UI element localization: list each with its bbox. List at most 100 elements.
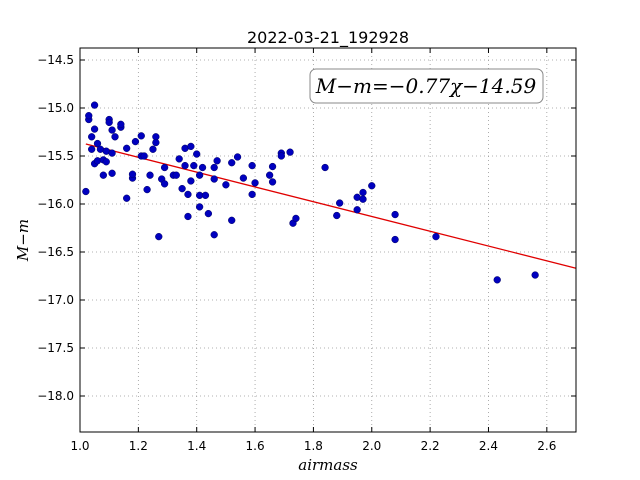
data-point xyxy=(93,139,102,148)
data-point xyxy=(108,149,116,157)
data-point xyxy=(195,203,204,211)
data-point xyxy=(277,152,285,160)
data-point xyxy=(88,133,96,141)
fit-line-group xyxy=(85,143,577,269)
data-point xyxy=(175,155,183,163)
data-point xyxy=(210,231,218,239)
data-point xyxy=(184,212,192,221)
fit-line xyxy=(85,143,577,269)
data-point xyxy=(195,171,204,179)
data-point xyxy=(248,161,256,170)
data-point xyxy=(333,211,341,220)
data-point xyxy=(391,235,399,244)
data-point xyxy=(432,232,440,241)
data-point xyxy=(82,187,90,196)
data-point xyxy=(493,276,501,284)
data-point xyxy=(204,209,213,218)
y-tick-label: −15.5 xyxy=(37,149,74,163)
y-tick-label: −17.0 xyxy=(37,293,74,307)
data-point xyxy=(251,179,259,187)
data-point xyxy=(353,206,361,214)
data-point xyxy=(228,216,236,224)
y-tick-label: −16.5 xyxy=(37,245,74,259)
data-point xyxy=(184,190,192,199)
data-point xyxy=(178,184,186,193)
data-point xyxy=(123,144,131,152)
data-point xyxy=(193,150,201,158)
data-point xyxy=(140,152,148,160)
data-point xyxy=(85,112,93,120)
data-point xyxy=(201,191,210,200)
data-point xyxy=(292,214,300,223)
data-point xyxy=(102,158,110,166)
data-point xyxy=(149,145,157,153)
data-point xyxy=(137,132,145,140)
x-tick-label: 2.4 xyxy=(479,439,498,453)
fit-equation: M−m=−0.77χ−14.59 xyxy=(315,74,537,98)
data-point xyxy=(268,162,277,171)
data-point xyxy=(239,174,248,182)
x-tick-label: 1.4 xyxy=(187,439,206,453)
data-point xyxy=(160,163,169,172)
data-point xyxy=(222,181,230,189)
data-point xyxy=(155,232,163,241)
data-point xyxy=(198,163,207,172)
data-point xyxy=(359,188,367,197)
data-point xyxy=(90,125,99,133)
data-point xyxy=(143,185,151,194)
y-tick-label: −16.0 xyxy=(37,197,74,211)
data-point xyxy=(368,182,376,190)
data-points xyxy=(82,101,539,284)
data-point xyxy=(160,180,169,188)
x-tick-label: 2.2 xyxy=(421,439,440,453)
y-axis-label: M−m xyxy=(14,219,32,262)
data-point xyxy=(123,194,131,202)
data-point xyxy=(286,148,294,156)
data-point xyxy=(105,118,113,127)
x-tick-label: 1.2 xyxy=(129,439,148,453)
data-point xyxy=(248,190,256,199)
grid xyxy=(79,48,576,432)
data-point xyxy=(213,157,221,165)
data-point xyxy=(108,169,116,177)
data-point xyxy=(336,199,344,207)
y-tick-label: −14.5 xyxy=(37,53,74,67)
data-point xyxy=(190,161,198,170)
y-tick-label: −15.0 xyxy=(37,101,74,115)
data-point xyxy=(531,271,539,279)
data-point xyxy=(90,101,99,109)
data-point xyxy=(152,138,160,147)
data-point xyxy=(321,163,329,172)
data-point xyxy=(99,171,107,179)
data-point xyxy=(172,171,180,179)
x-tick-label: 2.6 xyxy=(537,439,556,453)
chart-title: 2022-03-21_192928 xyxy=(247,28,409,48)
data-point xyxy=(265,171,274,179)
data-point xyxy=(187,177,195,185)
y-tick-label: −18.0 xyxy=(37,389,74,403)
data-point xyxy=(117,120,125,128)
y-tick-label: −17.5 xyxy=(37,341,74,355)
x-tick-label: 1.0 xyxy=(70,439,89,453)
x-tick-label: 2.0 xyxy=(362,439,381,453)
data-point xyxy=(146,171,154,179)
data-point xyxy=(210,175,218,183)
data-point xyxy=(210,163,218,172)
data-point xyxy=(228,159,236,167)
data-point xyxy=(108,126,116,134)
data-point xyxy=(128,170,137,178)
x-axis-label: airmass xyxy=(298,456,358,474)
plot-frame xyxy=(79,47,577,433)
data-point xyxy=(187,142,195,151)
data-point xyxy=(268,178,277,186)
fit-equation-box: M−m=−0.77χ−14.59 xyxy=(309,68,544,104)
data-point xyxy=(181,161,189,170)
axis-ticks: 1.0 1.2 1.4 1.6 1.8 2.0 2.2 2.4 2.6 −14.5 −15.0 −15… xyxy=(37,48,576,453)
data-point xyxy=(131,137,140,146)
data-point xyxy=(391,210,399,219)
data-point xyxy=(233,153,242,161)
data-point xyxy=(88,145,96,153)
data-point xyxy=(359,195,367,203)
x-tick-label: 1.8 xyxy=(304,439,323,453)
